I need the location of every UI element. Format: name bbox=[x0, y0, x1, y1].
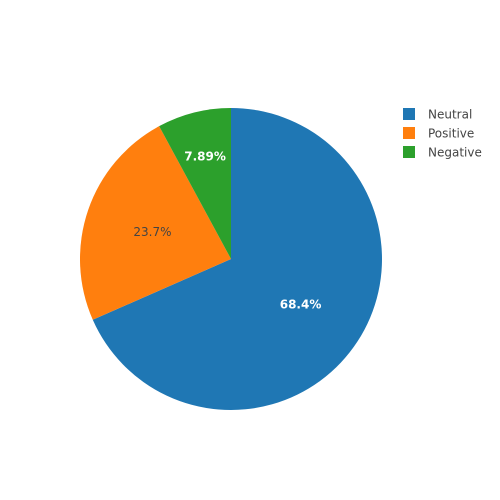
legend-swatch-negative bbox=[403, 146, 415, 158]
pie-slice-labels: 68.4% 23.7% 7.89% bbox=[133, 150, 321, 312]
slice-label-positive: 23.7% bbox=[133, 225, 171, 239]
legend-label-neutral: Neutral bbox=[428, 108, 472, 122]
legend-swatch-neutral bbox=[403, 108, 415, 120]
legend: Neutral Positive Negative bbox=[403, 108, 482, 160]
legend-label-positive: Positive bbox=[428, 127, 474, 141]
legend-item-neutral[interactable]: Neutral bbox=[403, 108, 472, 122]
pie-slice-negative bbox=[159, 108, 231, 259]
legend-label-negative: Negative bbox=[428, 146, 482, 160]
legend-item-negative[interactable]: Negative bbox=[403, 146, 482, 160]
legend-swatch-positive bbox=[403, 127, 415, 139]
pie-slice-positive bbox=[79, 126, 231, 320]
legend-item-positive[interactable]: Positive bbox=[403, 127, 474, 141]
pie-slices bbox=[79, 108, 382, 411]
slice-label-neutral: 68.4% bbox=[280, 297, 322, 311]
pie-slice-neutral bbox=[92, 108, 382, 411]
slice-label-negative: 7.89% bbox=[184, 150, 226, 164]
